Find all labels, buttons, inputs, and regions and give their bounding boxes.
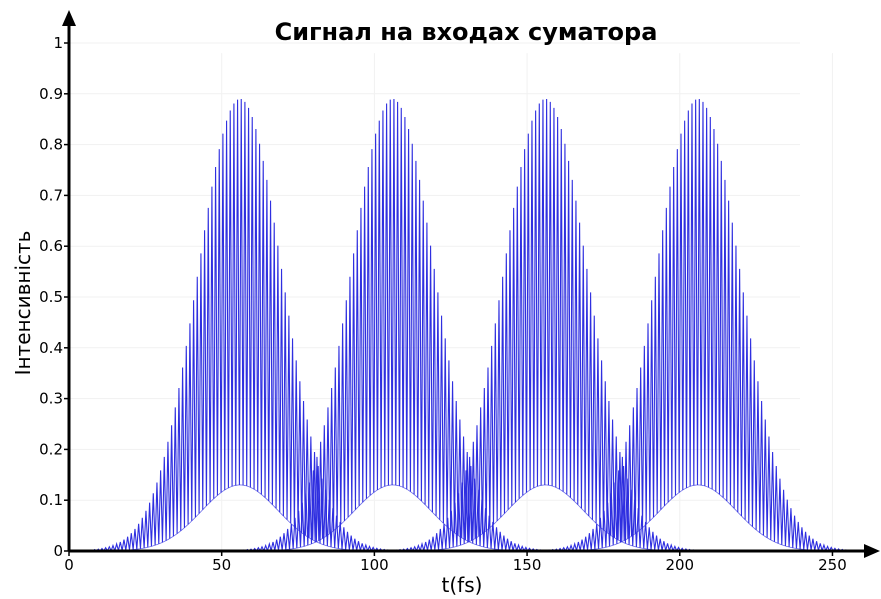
y-tick-label: 0.9 — [39, 85, 63, 103]
series-line — [374, 99, 710, 553]
x-axis-arrow — [864, 544, 880, 558]
x-tick-label: 100 — [360, 556, 389, 574]
x-tick-label: 250 — [818, 556, 847, 574]
y-tick-label: 0.8 — [39, 136, 63, 154]
y-tick-label: 0.3 — [39, 390, 63, 408]
y-tick-label: 0 — [53, 542, 63, 560]
y-tick-label: 0.6 — [39, 237, 63, 255]
y-axis-arrow — [62, 10, 76, 26]
x-axis-label: t(fs) — [442, 573, 483, 597]
y-tick-label: 1 — [53, 34, 63, 52]
series-line — [221, 99, 558, 553]
y-tick-label: 0.7 — [39, 186, 63, 204]
x-tick-label: 0 — [64, 556, 74, 574]
x-tick-label: 200 — [665, 556, 694, 574]
series-line — [68, 99, 405, 553]
x-tick-label: 50 — [212, 556, 231, 574]
chart-title: Сигнал на входах суматора — [275, 18, 658, 46]
axes — [62, 10, 880, 558]
y-tick-label: 0.4 — [39, 339, 63, 357]
y-tick-label: 0.5 — [39, 288, 63, 306]
y-axis-label: Інтенсивність — [11, 231, 35, 376]
series-line — [527, 99, 858, 553]
series-group — [68, 99, 858, 553]
series-floor-line — [527, 484, 857, 552]
x-tick-label: 150 — [513, 556, 542, 574]
ticks: 0 0.1 0.2 0.3 0.4 0.5 0.6 0.7 0.8 0.9 1 0 50 100 150 20… — [39, 34, 847, 574]
y-tick-label: 0.1 — [39, 491, 63, 509]
y-tick-label: 0.2 — [39, 440, 63, 458]
